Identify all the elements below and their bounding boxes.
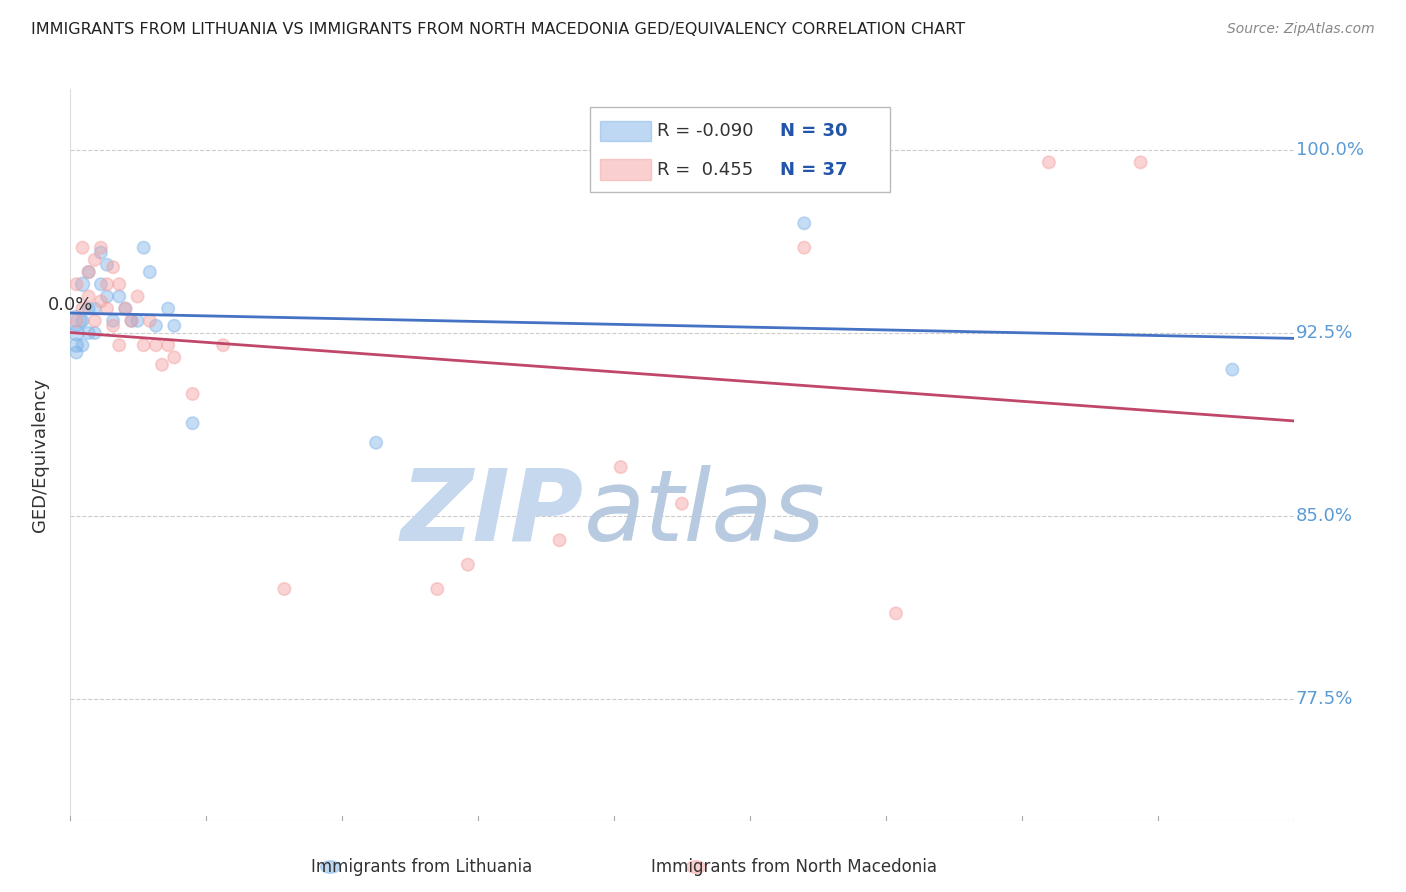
Text: Source: ZipAtlas.com: Source: ZipAtlas.com <box>1227 22 1375 37</box>
Point <box>139 265 162 279</box>
Point <box>548 533 571 548</box>
Point <box>163 351 186 365</box>
Point <box>273 582 295 596</box>
Point <box>108 338 131 352</box>
Point <box>181 416 204 430</box>
Point <box>77 265 100 279</box>
FancyBboxPatch shape <box>600 120 651 141</box>
Point <box>90 277 112 292</box>
Point <box>150 358 173 372</box>
Point <box>72 314 94 328</box>
Point <box>884 607 907 621</box>
Point <box>145 318 167 333</box>
Point <box>145 338 167 352</box>
Point <box>457 558 479 572</box>
Point <box>83 326 105 340</box>
Point <box>101 318 124 333</box>
Point <box>212 338 235 352</box>
Text: ZIP: ZIP <box>401 465 583 562</box>
Text: 85.0%: 85.0% <box>1296 507 1353 524</box>
Point <box>793 216 815 230</box>
Text: 92.5%: 92.5% <box>1296 324 1354 342</box>
Point <box>114 301 136 316</box>
Point <box>83 252 105 267</box>
Point <box>96 301 118 316</box>
Point <box>1129 155 1152 169</box>
Text: Immigrants from Lithuania: Immigrants from Lithuania <box>311 858 533 876</box>
Point <box>101 314 124 328</box>
Point <box>77 289 100 303</box>
Point <box>96 277 118 292</box>
Point <box>65 277 87 292</box>
Point <box>157 301 180 316</box>
Point <box>181 387 204 401</box>
Point <box>77 265 100 279</box>
Point <box>108 277 131 292</box>
Point <box>671 497 693 511</box>
Point <box>90 241 112 255</box>
Text: N = 30: N = 30 <box>780 122 848 140</box>
Point <box>426 582 449 596</box>
Point <box>1038 155 1060 169</box>
Point <box>65 345 87 359</box>
Text: 77.5%: 77.5% <box>1296 690 1354 707</box>
Text: N = 37: N = 37 <box>780 161 848 178</box>
Point <box>127 289 149 303</box>
Point <box>1220 362 1243 376</box>
Point <box>65 338 87 352</box>
Text: 100.0%: 100.0% <box>1296 141 1364 159</box>
Point <box>132 241 155 255</box>
Point <box>83 314 105 328</box>
Point <box>610 460 633 475</box>
Point <box>77 326 100 340</box>
Point <box>83 301 105 316</box>
Point <box>163 318 186 333</box>
Point <box>127 314 149 328</box>
Text: IMMIGRANTS FROM LITHUANIA VS IMMIGRANTS FROM NORTH MACEDONIA GED/EQUIVALENCY COR: IMMIGRANTS FROM LITHUANIA VS IMMIGRANTS … <box>31 22 965 37</box>
Point <box>72 277 94 292</box>
Point <box>96 258 118 272</box>
Text: R = -0.090: R = -0.090 <box>658 122 754 140</box>
Point <box>72 241 94 255</box>
Point <box>77 301 100 316</box>
Text: 0.0%: 0.0% <box>48 296 93 314</box>
Point <box>108 289 131 303</box>
Point <box>157 338 180 352</box>
Point <box>90 245 112 260</box>
Text: R =  0.455: R = 0.455 <box>658 161 754 178</box>
Text: atlas: atlas <box>583 465 825 562</box>
Point <box>65 314 87 328</box>
Point <box>366 435 388 450</box>
Point <box>139 314 162 328</box>
Point <box>65 314 87 328</box>
Point <box>793 241 815 255</box>
Point <box>72 301 94 316</box>
Text: Immigrants from North Macedonia: Immigrants from North Macedonia <box>651 858 938 876</box>
FancyBboxPatch shape <box>600 160 651 180</box>
Point <box>96 289 118 303</box>
Text: GED/Equivalency: GED/Equivalency <box>31 378 49 532</box>
Point <box>121 314 143 328</box>
Point <box>90 294 112 309</box>
Point <box>132 338 155 352</box>
Point <box>121 314 143 328</box>
Point <box>65 326 87 340</box>
Point <box>114 301 136 316</box>
Point <box>72 338 94 352</box>
Point <box>101 260 124 275</box>
FancyBboxPatch shape <box>591 108 890 192</box>
